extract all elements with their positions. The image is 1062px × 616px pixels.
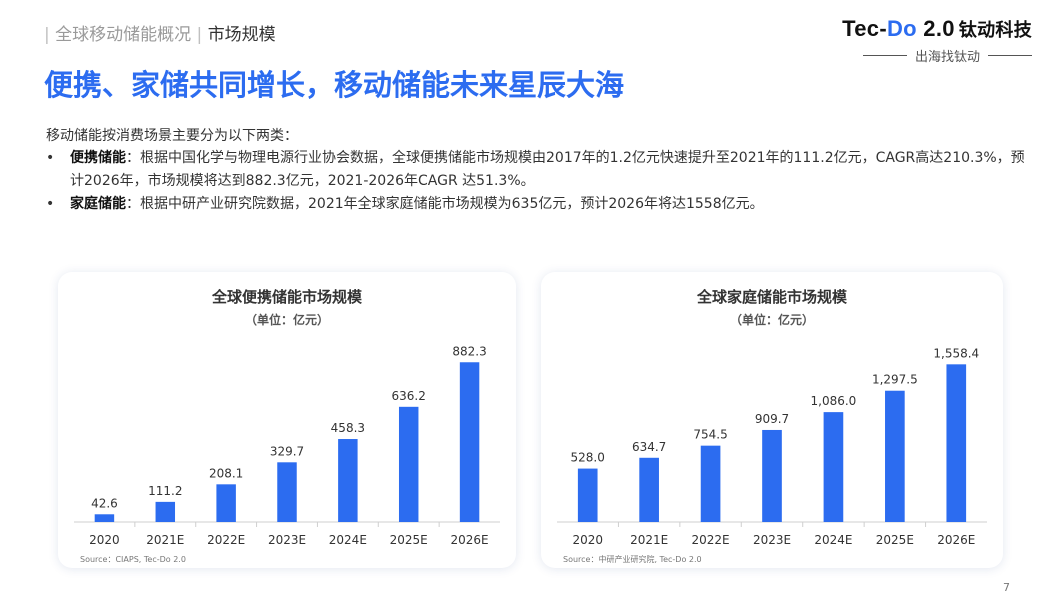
x-tick-label: 2025E: [390, 533, 428, 547]
breadcrumb-current: 市场规模: [207, 25, 276, 45]
bar: [762, 429, 782, 522]
bullet-list: • 便携储能：根据中国化学与物理电源行业协会数据，全球便携储能市场规模由2017…: [46, 147, 1026, 216]
bar: [277, 462, 297, 522]
logo-wordmark: Tec-Do 2.0 钛动科技: [842, 16, 1032, 41]
x-tick-label: 2021E: [630, 533, 668, 547]
data-label: 636.2: [392, 389, 426, 403]
portable-storage-chart: 全球便携储能市场规模 （单位：亿元） 42.6 2020 111.2 2021E 208.1…: [74, 288, 500, 564]
bar: [823, 412, 844, 522]
chart-source: Source：中研产业研究院, Tec-Do 2.0: [563, 554, 702, 564]
chart-subtitle: （单位：亿元）: [730, 312, 814, 327]
data-label: 208.1: [209, 466, 243, 480]
breadcrumb: | 全球移动储能概况 | 市场规模: [44, 20, 276, 45]
x-tick-label: 2023E: [753, 533, 791, 547]
chart-subtitle: （单位：亿元）: [245, 312, 329, 327]
bullet-label: 便携储能: [70, 150, 126, 166]
slide-title: 便携、家储共同增长，移动储能未来星辰大海: [44, 68, 625, 102]
data-label: 634.7: [632, 440, 666, 454]
bar: [216, 484, 236, 522]
x-tick-label: 2026E: [451, 533, 489, 547]
data-label: 458.3: [331, 421, 365, 435]
x-tick-label: 2026E: [937, 533, 975, 547]
bullet-text: ：根据中国化学与物理电源行业协会数据，全球便携储能市场规模由2017年的1.2亿…: [70, 150, 1025, 189]
data-label: 111.2: [148, 484, 182, 498]
bar: [946, 364, 967, 522]
x-tick-label: 2022E: [692, 533, 730, 547]
breadcrumb-separator: |: [44, 25, 50, 45]
chart-title: 全球便携储能市场规模: [211, 288, 363, 306]
data-label: 1,297.5: [872, 373, 918, 387]
breadcrumb-separator: |: [196, 25, 203, 45]
breadcrumb-section: 全球移动储能概况: [55, 25, 192, 45]
x-tick-label: 2024E: [329, 533, 367, 547]
bullet-label: 家庭储能: [70, 196, 126, 212]
bar: [700, 445, 721, 522]
chart-source: Source：CIAPS, Tec-Do 2.0: [80, 555, 186, 564]
data-label: 528.0: [571, 451, 605, 465]
data-label: 909.7: [755, 412, 789, 426]
bar: [639, 457, 659, 522]
bar: [885, 390, 905, 522]
x-tick-label: 2022E: [207, 533, 245, 547]
data-label: 42.6: [91, 496, 118, 510]
home-storage-chart: 全球家庭储能市场规模 （单位：亿元） 528.0 2020 634.7 2021E 754.…: [557, 288, 987, 564]
logo-tagline: 出海找钛动: [842, 46, 1032, 65]
data-label: 754.5: [693, 428, 727, 442]
bullet-item: • 家庭储能：根据中研产业研究院数据，2021年全球家庭储能市场规模为635亿元…: [46, 196, 764, 212]
bullet-item: • 便携储能：根据中国化学与物理电源行业协会数据，全球便携储能市场规模由2017…: [46, 150, 1025, 189]
company-logo: Tec-Do 2.0 钛动科技 出海找钛动: [842, 16, 1032, 65]
x-tick-label: 2020: [89, 533, 120, 547]
x-tick-label: 2024E: [814, 533, 852, 547]
chart-card-home: 全球家庭储能市场规模 （单位：亿元） 528.0 2020 634.7 2021E 754.…: [541, 272, 1003, 568]
x-tick-label: 2023E: [268, 533, 306, 547]
x-tick-label: 2021E: [146, 533, 184, 547]
x-tick-label: 2020: [572, 533, 603, 547]
bullet-text: ：根据中研产业研究院数据，2021年全球家庭储能市场规模为635亿元，预计202…: [126, 196, 764, 212]
bar: [94, 514, 115, 522]
chart-card-portable: 全球便携储能市场规模 （单位：亿元） 42.6 2020 111.2 2021E 208.1…: [58, 272, 516, 568]
data-label: 882.3: [452, 344, 486, 358]
chart-title: 全球家庭储能市场规模: [696, 288, 848, 306]
data-label: 329.7: [270, 444, 304, 458]
intro-text: 移动储能按消费场景主要分为以下两类：: [46, 128, 298, 144]
bar: [398, 406, 419, 522]
data-label: 1,558.4: [933, 346, 979, 360]
bar: [155, 501, 176, 522]
bar: [459, 362, 480, 522]
bar: [338, 439, 358, 522]
data-label: 1,086.0: [811, 394, 857, 408]
bar: [577, 468, 598, 522]
x-tick-label: 2025E: [876, 533, 914, 547]
page-number: 7: [1003, 581, 1010, 594]
